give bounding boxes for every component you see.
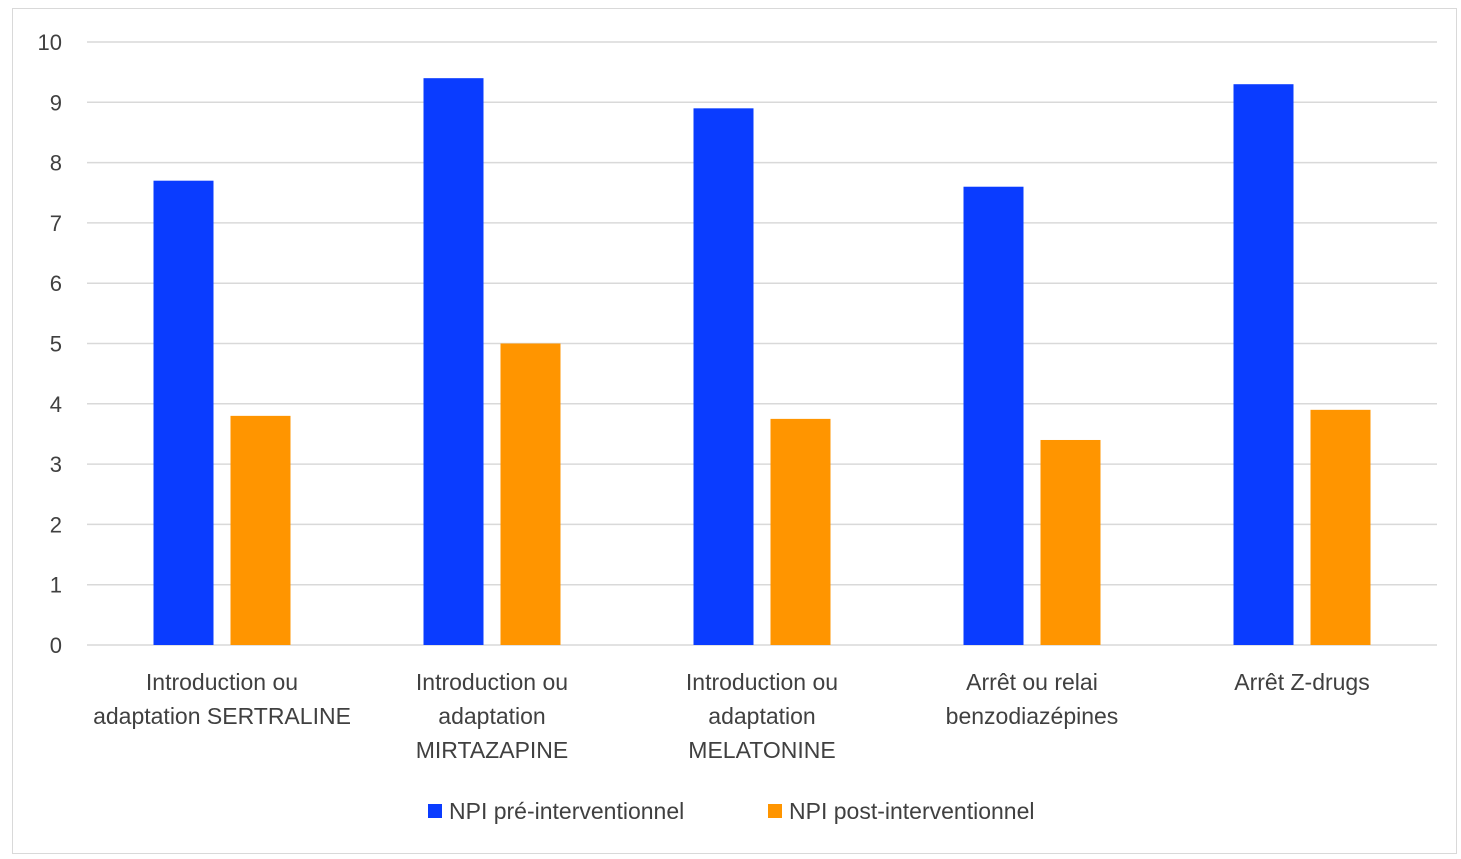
bar-post-3 xyxy=(770,418,831,645)
bar-pre-3 xyxy=(693,108,754,645)
y-tick-label: 2 xyxy=(50,512,62,537)
legend: NPI pré-interventionnel NPI post-interven… xyxy=(428,798,1034,824)
category-label: adaptation xyxy=(708,703,815,729)
category-label: Arrêt ou relai xyxy=(966,669,1098,695)
y-tick-label: 0 xyxy=(50,633,62,658)
bar-pre-4 xyxy=(963,186,1024,645)
y-tick-label: 4 xyxy=(50,392,62,417)
y-tick-label: 8 xyxy=(50,151,62,176)
y-tick-label: 9 xyxy=(50,90,62,115)
y-tick-label: 6 xyxy=(50,271,62,296)
category-label: Arrêt Z-drugs xyxy=(1234,669,1369,695)
category-label: MELATONINE xyxy=(688,737,835,763)
legend-label-1: NPI pré-interventionnel xyxy=(449,798,684,824)
category-label: Introduction ou xyxy=(416,669,568,695)
category-label: MIRTAZAPINE xyxy=(416,737,569,763)
y-axis-ticks: 0 1 2 3 4 5 6 7 8 9 10 xyxy=(38,30,62,658)
bar-pre-2 xyxy=(423,78,484,646)
y-tick-label: 5 xyxy=(50,332,62,357)
category-label: adaptation xyxy=(438,703,545,729)
x-axis-labels: Introduction ou adaptation SERTRALINE Intr… xyxy=(93,669,1370,763)
bars xyxy=(153,78,1371,646)
legend-swatch-1 xyxy=(428,804,442,818)
category-label: adaptation SERTRALINE xyxy=(93,703,351,729)
legend-swatch-2 xyxy=(768,804,782,818)
bar-post-2 xyxy=(500,343,561,645)
legend-label-2: NPI post-interventionnel xyxy=(789,798,1034,824)
category-label: Introduction ou xyxy=(686,669,838,695)
y-tick-label: 3 xyxy=(50,452,62,477)
y-tick-label: 10 xyxy=(38,30,62,55)
category-label: Introduction ou xyxy=(146,669,298,695)
bar-pre-5 xyxy=(1233,84,1294,645)
y-tick-label: 1 xyxy=(50,573,62,598)
bar-post-1 xyxy=(230,415,291,645)
gridlines xyxy=(87,41,1437,646)
bar-post-4 xyxy=(1040,439,1101,645)
bar-pre-1 xyxy=(153,180,214,645)
category-label: benzodiazépines xyxy=(946,703,1119,729)
bar-post-5 xyxy=(1310,409,1371,645)
y-tick-label: 7 xyxy=(50,211,62,236)
